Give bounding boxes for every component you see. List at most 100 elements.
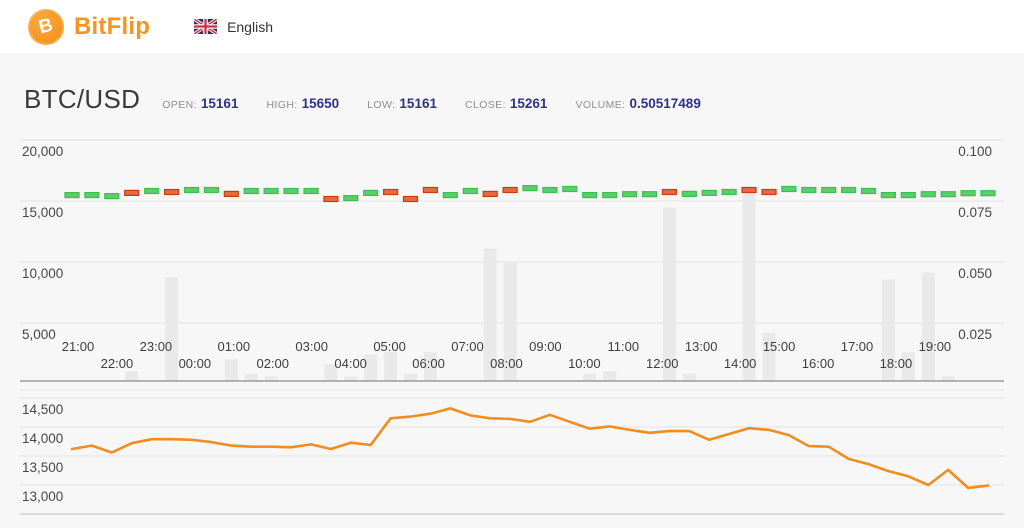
svg-text:0.025: 0.025 — [958, 327, 992, 342]
svg-text:03:00: 03:00 — [295, 339, 328, 354]
candle-up — [144, 187, 160, 195]
line-axis-labels: 14,500 14,000 13,500 13,000 — [22, 402, 63, 504]
svg-text:12:00: 12:00 — [646, 356, 679, 371]
volume-bars-layer — [125, 193, 955, 381]
candle-up — [980, 190, 996, 197]
stat-open: OPEN: 15161 — [162, 95, 238, 113]
stat-label: LOW: — [367, 99, 396, 111]
candle-down — [482, 190, 498, 198]
candle-up — [781, 185, 797, 193]
svg-text:20,000: 20,000 — [22, 144, 63, 159]
svg-text:11:00: 11:00 — [608, 339, 640, 354]
candle-up — [542, 186, 558, 194]
candle-up — [621, 191, 638, 198]
svg-text:14,500: 14,500 — [22, 402, 63, 417]
candle-down — [761, 188, 777, 196]
candle-down — [741, 186, 757, 194]
app-header: B BitFlip English — [0, 0, 1024, 53]
candle-up — [64, 191, 80, 199]
price-axis-labels: 20,000 15,000 10,000 5,000 — [22, 144, 63, 342]
candle-up — [940, 191, 956, 198]
svg-text:06:00: 06:00 — [412, 356, 445, 371]
brand-name: BitFlip — [74, 12, 151, 40]
language-selector[interactable]: English — [194, 19, 273, 35]
brand-logo[interactable]: B BitFlip — [28, 8, 151, 45]
candle-down — [223, 190, 239, 198]
svg-text:18:00: 18:00 — [880, 356, 913, 371]
charts-canvas: 20,00015,00010,0005,0000.1000.0750.0500.… — [20, 139, 1004, 515]
stat-volume: VOLUME: 0.50517489 — [575, 95, 700, 113]
price-line-chart: 14,500 14,000 13,500 13,000 — [20, 389, 1004, 515]
svg-text:14,000: 14,000 — [22, 431, 63, 446]
stat-low: LOW: 15161 — [367, 95, 437, 113]
candle-down — [422, 186, 438, 194]
stat-label: OPEN: — [162, 99, 197, 111]
svg-text:17:00: 17:00 — [841, 339, 874, 354]
candle-up — [880, 191, 897, 199]
stat-label: HIGH: — [266, 99, 298, 111]
candles-layer — [64, 184, 996, 203]
svg-text:15:00: 15:00 — [763, 339, 796, 354]
svg-text:13,500: 13,500 — [22, 460, 63, 475]
candle-up — [562, 185, 578, 193]
candle-down — [323, 195, 339, 203]
candle-up — [602, 191, 618, 199]
price-volume-chart: 20,00015,00010,0005,0000.1000.0750.0500.… — [20, 139, 1004, 382]
svg-text:0.075: 0.075 — [958, 205, 992, 220]
svg-text:01:00: 01:00 — [218, 339, 251, 354]
svg-text:08:00: 08:00 — [490, 356, 523, 371]
candle-up — [920, 191, 936, 198]
pair-title: BTC/USD — [24, 84, 141, 114]
time-axis-labels: 21:00 22:00 23:00 00:00 01:00 02:00 03:00 04:00… — [62, 339, 951, 371]
candle-up — [840, 186, 857, 194]
svg-text:14:00: 14:00 — [724, 356, 757, 371]
bitcoin-logo-icon: B — [28, 8, 64, 45]
candle-up — [203, 186, 219, 194]
candle-up — [821, 186, 837, 194]
candle-up — [721, 188, 737, 196]
svg-text:13:00: 13:00 — [685, 339, 718, 354]
candle-up — [641, 191, 658, 198]
candle-up — [243, 187, 259, 195]
language-label: English — [227, 18, 273, 35]
candle-down — [383, 188, 399, 196]
candle-up — [183, 186, 200, 194]
candle-down — [661, 188, 678, 196]
svg-text:22:00: 22:00 — [101, 356, 134, 371]
candle-up — [860, 187, 877, 195]
candle-up — [801, 186, 817, 194]
candle-up — [303, 187, 319, 195]
svg-text:02:00: 02:00 — [256, 356, 289, 371]
candle-up — [104, 192, 120, 200]
candle-up — [582, 191, 598, 199]
stat-label: VOLUME: — [575, 99, 626, 111]
svg-text:15,000: 15,000 — [22, 205, 63, 220]
svg-text:16:00: 16:00 — [802, 356, 835, 371]
candle-down — [164, 188, 180, 196]
candle-up — [681, 190, 697, 198]
svg-text:23:00: 23:00 — [140, 339, 173, 354]
svg-text:04:00: 04:00 — [334, 356, 367, 371]
svg-text:19:00: 19:00 — [919, 339, 952, 354]
candle-up — [442, 191, 458, 199]
svg-text:09:00: 09:00 — [529, 339, 562, 354]
candle-up — [84, 191, 100, 199]
svg-text:07:00: 07:00 — [451, 339, 484, 354]
candle-down — [124, 189, 140, 197]
stat-value: 15161 — [200, 96, 239, 111]
candle-up — [701, 189, 717, 197]
candle-up — [263, 187, 279, 195]
stat-value: 15161 — [399, 96, 437, 111]
volume-axis-labels: 0.100 0.075 0.050 0.025 — [958, 144, 992, 342]
price-polyline — [70, 407, 990, 490]
candle-up — [363, 189, 379, 197]
svg-text:13,000: 13,000 — [22, 489, 63, 504]
candle-down — [402, 195, 419, 203]
stat-high: HIGH: 15650 — [266, 95, 339, 113]
svg-text:05:00: 05:00 — [373, 339, 406, 354]
svg-text:0.050: 0.050 — [958, 266, 992, 281]
svg-text:21:00: 21:00 — [62, 339, 95, 354]
candle-up — [283, 187, 299, 195]
stat-value: 0.50517489 — [629, 96, 701, 111]
